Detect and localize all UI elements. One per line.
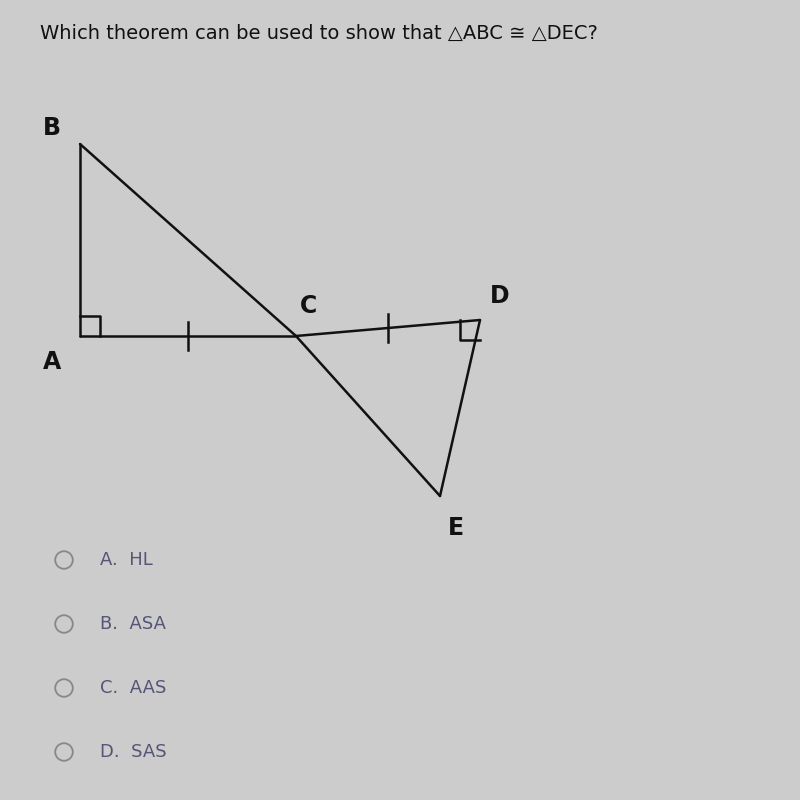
Text: A: A <box>43 350 61 374</box>
Text: B.  ASA: B. ASA <box>100 615 166 633</box>
Text: B: B <box>43 116 61 140</box>
Text: E: E <box>448 516 464 540</box>
Text: A.  HL: A. HL <box>100 551 153 569</box>
Text: C.  AAS: C. AAS <box>100 679 166 697</box>
Text: D: D <box>490 284 510 308</box>
Text: Which theorem can be used to show that △ABC ≅ △DEC?: Which theorem can be used to show that △… <box>40 24 598 43</box>
Text: D.  SAS: D. SAS <box>100 743 166 761</box>
Text: C: C <box>300 294 318 318</box>
